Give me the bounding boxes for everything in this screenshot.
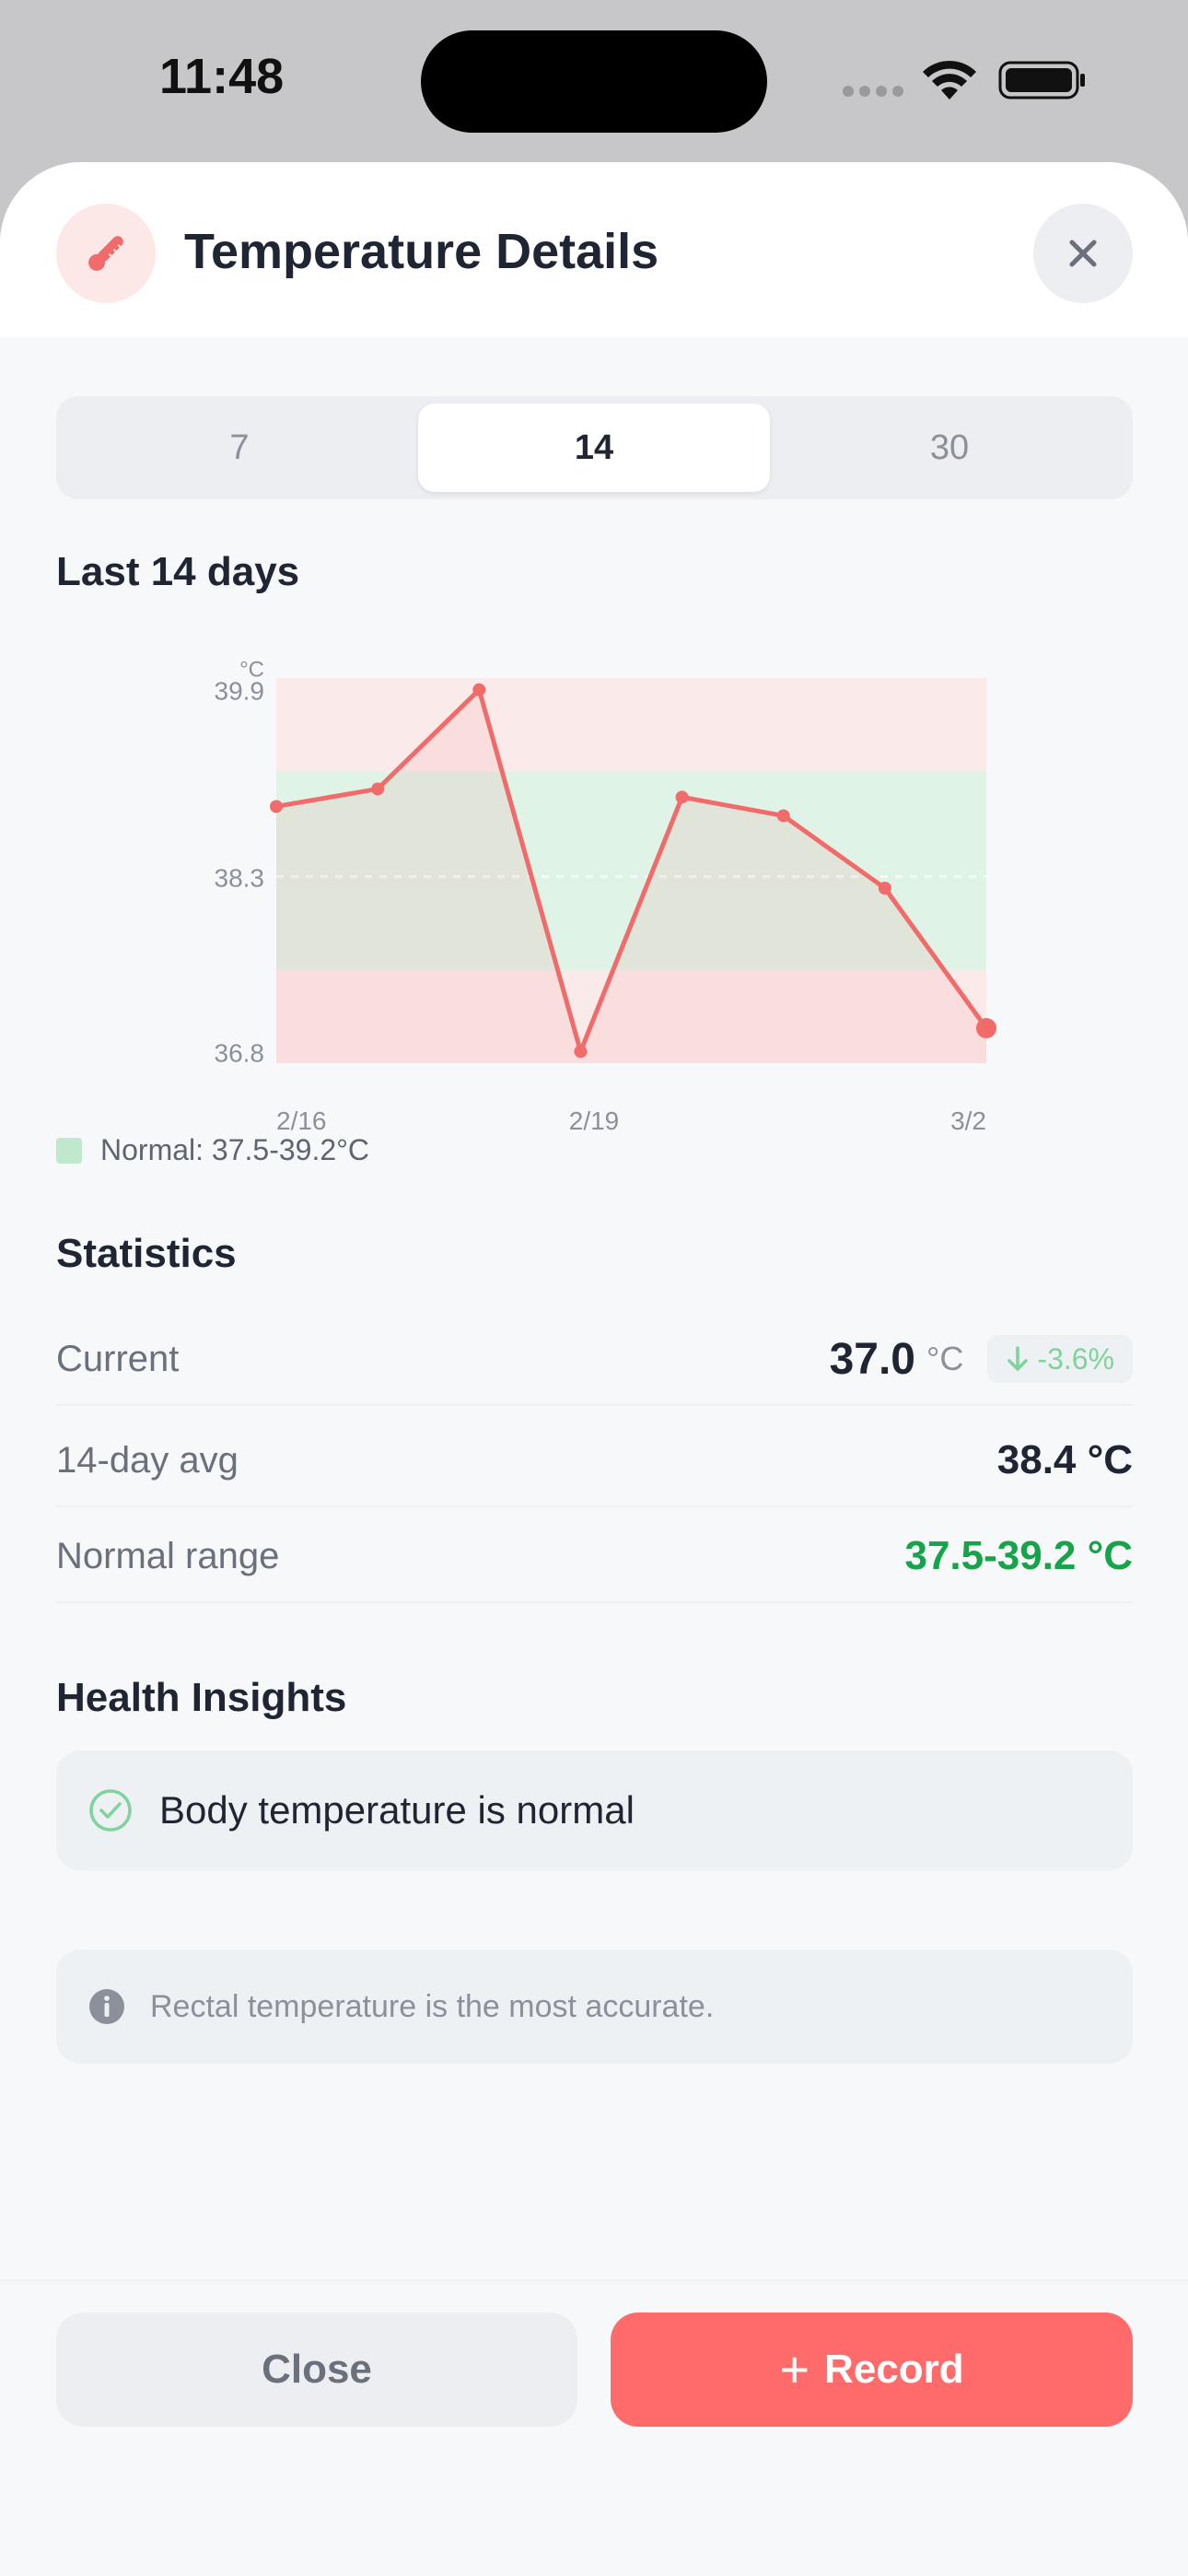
chart-title: Last 14 days	[56, 549, 300, 594]
plus-icon: +	[779, 2340, 810, 2398]
wifi-icon	[923, 60, 976, 100]
y-tick-label: 39.9	[215, 677, 265, 706]
current-unit: °C	[926, 1340, 964, 1377]
battery-icon	[998, 61, 1085, 100]
statistics-title: Statistics	[56, 1231, 237, 1276]
data-point	[371, 782, 385, 796]
legend-swatch	[56, 1137, 82, 1164]
info-icon	[89, 1989, 124, 2024]
data-point	[776, 809, 790, 823]
close-button[interactable]: Close	[56, 2313, 577, 2427]
range-option-7[interactable]: 7	[229, 427, 250, 467]
close-icon-button[interactable]	[1033, 204, 1133, 303]
data-point	[574, 1045, 588, 1059]
status-time: 11:48	[159, 49, 285, 104]
stat-value-average: 38.4 °C	[996, 1437, 1133, 1482]
record-label: Record	[824, 2347, 964, 2392]
info-note: Rectal temperature is the most accurate.	[56, 1950, 1133, 2064]
stat-value-normal-range: 37.5-39.2 °C	[904, 1533, 1133, 1578]
data-point	[878, 882, 891, 895]
x-tick-label: 2/19	[569, 1107, 620, 1135]
footer-bar: Close + Record	[0, 2279, 1188, 2576]
sheet-header: Temperature Details	[0, 162, 1188, 337]
range-selector: 7 14 30	[56, 396, 1133, 499]
cellular-signal-icon	[843, 86, 903, 97]
trend-value: -3.6%	[1037, 1341, 1114, 1376]
trend-badge: -3.6%	[987, 1335, 1133, 1383]
normal-range-band	[276, 771, 986, 970]
dynamic-island	[421, 30, 767, 133]
info-text: Rectal temperature is the most accurate.	[150, 1988, 715, 2024]
range-option-14[interactable]: 14	[418, 404, 770, 492]
stat-row-normal-range: Normal range 37.5-39.2 °C	[56, 1511, 1133, 1603]
current-value: 37.0	[829, 1334, 915, 1384]
stat-row-average: 14-day avg 38.4 °C	[56, 1415, 1133, 1507]
x-tick-label: 2/16	[276, 1107, 327, 1135]
chart-legend: Normal: 37.5-39.2°C	[56, 1133, 369, 1167]
data-point	[270, 800, 283, 814]
stat-row-current: Current 37.0 °C -3.6%	[56, 1314, 1133, 1406]
sheet-title: Temperature Details	[184, 224, 659, 279]
data-point	[472, 683, 486, 697]
stat-label-current: Current	[56, 1338, 180, 1379]
insight-card: Body temperature is normal	[56, 1751, 1133, 1870]
stat-label-average: 14-day avg	[56, 1439, 239, 1481]
record-button[interactable]: + Record	[611, 2313, 1133, 2427]
thermometer-icon	[56, 204, 156, 303]
check-circle-icon	[89, 1789, 132, 1832]
legend-text: Normal: 37.5-39.2°C	[100, 1133, 370, 1166]
insights-title: Health Insights	[56, 1675, 347, 1720]
y-tick-label: 38.3	[215, 863, 265, 892]
data-point	[976, 1018, 996, 1038]
temperature-sheet: Temperature Details 7 14 30 Last 14 days…	[0, 162, 1188, 2576]
current-value-group: 37.0 °C -3.6%	[830, 1334, 1133, 1385]
x-tick-label: 3/2	[950, 1107, 986, 1135]
y-unit-label: °C	[239, 658, 264, 683]
temperature-chart: 39.9 38.3 36.8 °C 2/16 2/19 3/2	[215, 658, 996, 1135]
insight-text: Body temperature is normal	[159, 1788, 635, 1832]
close-icon	[1069, 240, 1097, 267]
arrow-down-icon	[1007, 1346, 1029, 1371]
range-option-30[interactable]: 30	[929, 427, 970, 467]
temperature-series-line	[274, 687, 989, 1054]
chart-area-fill	[276, 689, 986, 1063]
stat-label-normal-range: Normal range	[56, 1535, 280, 1576]
y-tick-label: 36.8	[215, 1038, 265, 1067]
data-point	[675, 790, 689, 804]
